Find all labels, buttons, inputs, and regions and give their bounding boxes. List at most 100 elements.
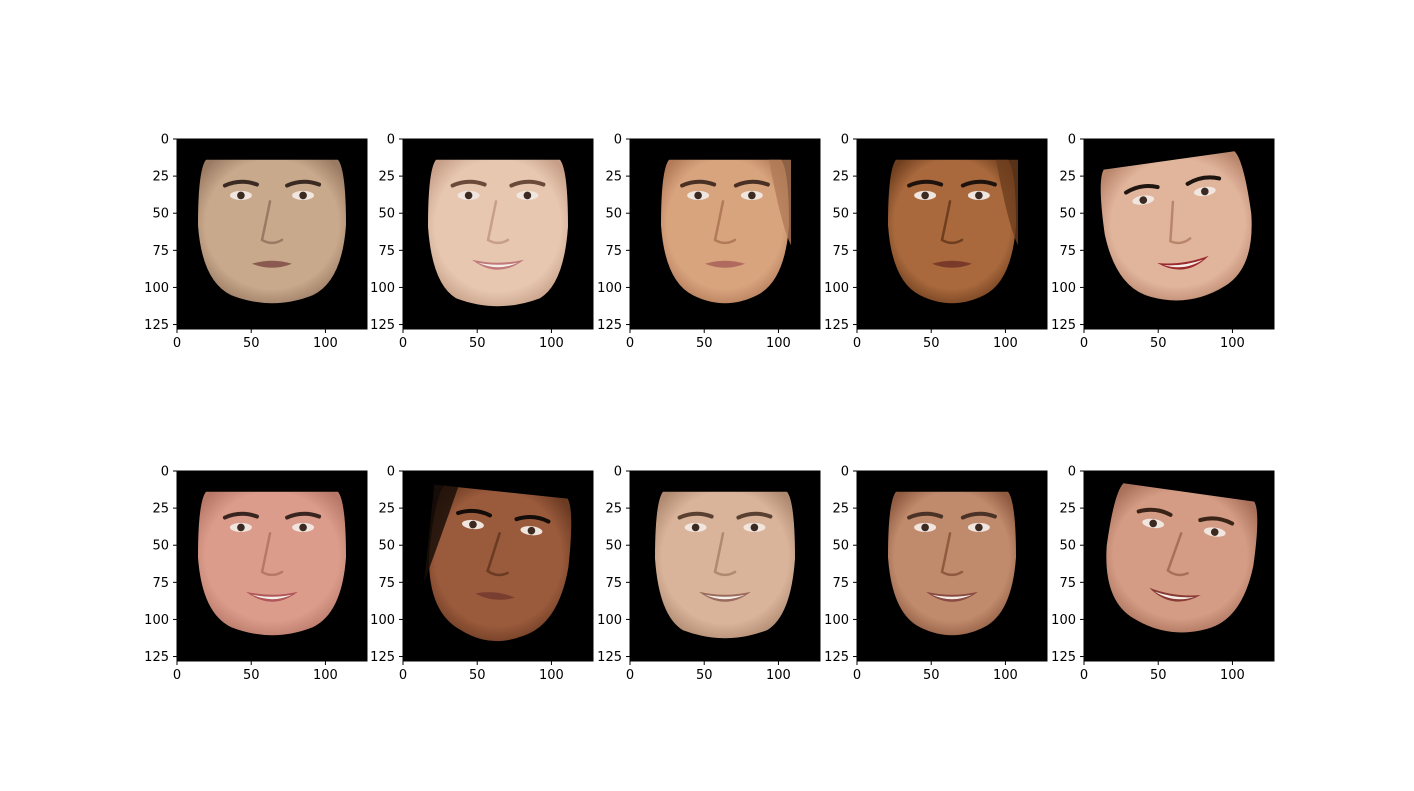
y-tick-label: 50 [152, 207, 169, 222]
x-tick-label: 100 [313, 668, 338, 683]
axes-frame [856, 470, 1048, 662]
y-tick-label: 75 [832, 576, 849, 591]
eyebrow [285, 179, 322, 188]
axes-frame [176, 138, 368, 330]
eye-iris [527, 526, 536, 535]
eye-iris [921, 191, 929, 200]
face-skin [198, 491, 346, 636]
eye-iris [299, 523, 307, 532]
eye-iris [237, 523, 245, 532]
y-tick-label: 100 [1051, 281, 1076, 296]
y-tick-label: 100 [597, 281, 622, 296]
teeth [705, 594, 745, 600]
face-image [1106, 483, 1258, 633]
nose [486, 200, 510, 245]
y-tick-label: 25 [152, 502, 169, 517]
face-skin [428, 159, 568, 307]
eyebrow [222, 179, 259, 188]
x-tick-label: 0 [1080, 668, 1088, 683]
y-tick-label: 0 [614, 465, 622, 480]
nose [260, 200, 284, 245]
x-tick-label: 50 [1150, 668, 1167, 683]
y-tick-label: 50 [1059, 539, 1076, 554]
axes-frame [402, 138, 594, 330]
x-tick-label: 0 [399, 668, 407, 683]
y-tick-label: 0 [841, 133, 849, 148]
axes-frame [402, 470, 594, 662]
y-tick-label: 100 [144, 613, 169, 628]
x-tick-label: 100 [313, 336, 338, 351]
eyebrow [1185, 175, 1222, 186]
eyebrow [960, 179, 997, 188]
face-skin [655, 491, 795, 639]
x-tick-label: 50 [696, 336, 713, 351]
y-tick-label: 75 [152, 244, 169, 259]
y-tick-label: 125 [144, 318, 169, 333]
x-tick-label: 100 [539, 336, 564, 351]
face-image [198, 159, 346, 304]
y-tick-label: 0 [387, 465, 395, 480]
y-tick-label: 25 [1059, 170, 1076, 185]
y-tick-label: 50 [378, 539, 395, 554]
y-tick-label: 75 [832, 244, 849, 259]
y-tick-label: 0 [1068, 133, 1076, 148]
eye-iris [1139, 196, 1148, 204]
eyebrow [1136, 507, 1173, 517]
x-tick-label: 50 [923, 668, 940, 683]
eyebrow [960, 511, 997, 520]
eyebrow [907, 511, 944, 520]
y-tick-label: 75 [378, 244, 395, 259]
eye-iris [299, 191, 307, 200]
nose [486, 532, 509, 577]
y-tick-label: 0 [387, 133, 395, 148]
eyebrow [677, 511, 714, 520]
face-skin [888, 491, 1016, 636]
hair-strand [996, 159, 1018, 246]
y-tick-label: 100 [1051, 613, 1076, 628]
face-image [888, 491, 1016, 636]
mouth [932, 260, 972, 268]
face-panel: 0 25 50 75 100 125 0 50 100 [824, 133, 1048, 351]
eyebrow [450, 179, 487, 188]
face-image [424, 484, 572, 642]
y-tick-label: 0 [841, 465, 849, 480]
axes-frame [1083, 470, 1275, 662]
y-tick-label: 125 [1051, 650, 1076, 665]
eye-iris [694, 191, 702, 200]
nose [260, 532, 284, 577]
teeth [1163, 259, 1204, 268]
eyebrow [222, 511, 259, 520]
eye-iris [691, 523, 700, 532]
eye-iris [1210, 528, 1219, 536]
y-tick-label: 100 [370, 613, 395, 628]
y-tick-label: 25 [605, 170, 622, 185]
face-panel: 0 25 50 75 100 125 0 50 100 [144, 133, 368, 351]
axes-frame [856, 138, 1048, 330]
face-panel: 0 25 50 75 100 125 0 50 100 [597, 133, 821, 351]
x-tick-label: 100 [993, 668, 1018, 683]
face-panel: 0 25 50 75 100 125 0 50 100 [370, 465, 594, 683]
y-tick-label: 100 [144, 281, 169, 296]
eyebrow [456, 508, 492, 518]
axes-frame [176, 470, 368, 662]
axes-frame [629, 138, 821, 330]
x-tick-label: 0 [173, 668, 181, 683]
y-tick-label: 75 [152, 576, 169, 591]
y-tick-label: 100 [597, 613, 622, 628]
x-tick-label: 50 [243, 336, 260, 351]
eyebrow [285, 511, 322, 520]
y-tick-label: 125 [370, 650, 395, 665]
eye-iris [1201, 187, 1209, 196]
face-panel: 0 25 50 75 100 125 0 50 100 [370, 133, 594, 351]
y-tick-label: 25 [605, 502, 622, 517]
y-tick-label: 50 [832, 539, 849, 554]
nose [940, 532, 964, 577]
x-tick-label: 100 [766, 336, 791, 351]
y-tick-label: 75 [378, 576, 395, 591]
x-tick-label: 0 [1080, 336, 1088, 351]
x-tick-label: 0 [173, 336, 181, 351]
y-tick-label: 50 [152, 539, 169, 554]
x-tick-label: 0 [626, 668, 634, 683]
face-panel: 0 25 50 75 100 125 0 50 100 [1051, 133, 1275, 351]
x-tick-label: 50 [469, 668, 486, 683]
